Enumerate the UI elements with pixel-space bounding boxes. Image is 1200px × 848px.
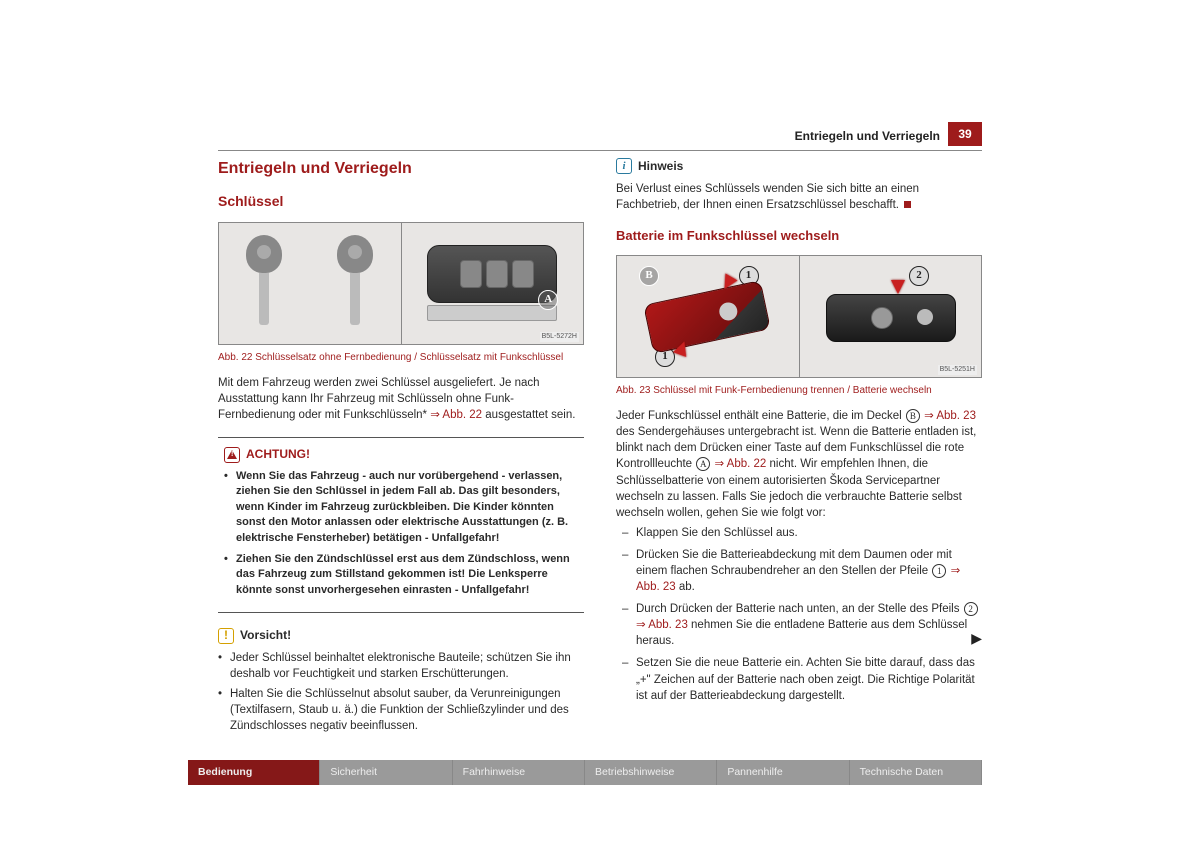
standard-key-2 (337, 235, 373, 325)
footer-tabs: Bedienung Sicherheit Fahrhinweise Betrie… (188, 760, 982, 785)
step-1: Klappen Sie den Schlüssel aus. (616, 525, 982, 541)
callout-B: B (639, 266, 659, 286)
figure-22-caption: Abb. 22 Schlüsselsatz ohne Fernbedienung… (218, 351, 584, 365)
caution-item-1: Jeder Schlüssel beinhaltet elektronische… (218, 650, 584, 682)
figure-23: B 1 1 2 B5L-5251H (616, 255, 982, 378)
left-column: Entriegeln und Verriegeln Schlüssel (218, 158, 584, 738)
tab-technische-daten[interactable]: Technische Daten (850, 760, 982, 785)
section-heading-battery: Batterie im Funkschlüssel wechseln (616, 227, 982, 245)
tab-bedienung[interactable]: Bedienung (188, 760, 320, 785)
hint-text: Bei Verlust eines Schlüssels wenden Sie … (616, 181, 982, 213)
figure-22: A B5L-5272H (218, 222, 584, 345)
page-title: Entriegeln und Verriegeln (218, 158, 584, 180)
warning-title: ACHTUNG! (246, 446, 310, 463)
warning-item-2: Ziehen Sie den Zündschlüssel erst aus de… (224, 552, 578, 598)
battery-paragraph: Jeder Funkschlüssel enthält eine Batteri… (616, 408, 982, 521)
step-4: Setzen Sie die neue Batterie ein. Achten… (616, 655, 982, 703)
figure-23-caption: Abb. 23 Schlüssel mit Funk-Fernbedienung… (616, 384, 982, 398)
caution-icon: ! (218, 628, 234, 644)
figure-code: B5L-5272H (540, 332, 579, 342)
warning-box: ACHTUNG! Wenn Sie das Fahrzeug - auch nu… (218, 437, 584, 613)
tab-sicherheit[interactable]: Sicherheit (320, 760, 452, 785)
caution-title: Vorsicht! (240, 627, 291, 644)
step-3: Durch Drücken der Batterie nach unten, a… (616, 601, 982, 649)
continuation-arrow: ▶ (971, 629, 982, 649)
figure-23-code: B5L-5251H (938, 365, 977, 375)
warning-icon (224, 447, 240, 463)
intro-paragraph: Mit dem Fahrzeug werden zwei Schlüssel a… (218, 375, 584, 423)
step-2: Drücken Sie die Batterieabdeckung mit de… (616, 547, 982, 595)
warning-item-1: Wenn Sie das Fahrzeug - auch nur vorüber… (224, 469, 578, 546)
page-number: 39 (948, 122, 982, 146)
info-icon: i (616, 158, 632, 174)
callout-2: 2 (909, 266, 929, 286)
header-section: Entriegeln und Verriegeln (795, 128, 940, 145)
tab-pannenhilfe[interactable]: Pannenhilfe (717, 760, 849, 785)
standard-key-1 (246, 235, 282, 325)
section-heading-keys: Schlüssel (218, 192, 584, 212)
right-column: i Hinweis Bei Verlust eines Schlüssels w… (616, 158, 982, 738)
tab-betriebshinweise[interactable]: Betriebshinweise (585, 760, 717, 785)
hint-title: Hinweis (638, 158, 683, 175)
arrow-2 (891, 280, 905, 294)
caution-item-2: Halten Sie die Schlüsselnut absolut saub… (218, 686, 584, 734)
header-rule (218, 150, 982, 151)
arrow-1-bottom (673, 339, 691, 357)
tab-fahrhinweise[interactable]: Fahrhinweise (453, 760, 585, 785)
remote-key: A (427, 245, 557, 321)
